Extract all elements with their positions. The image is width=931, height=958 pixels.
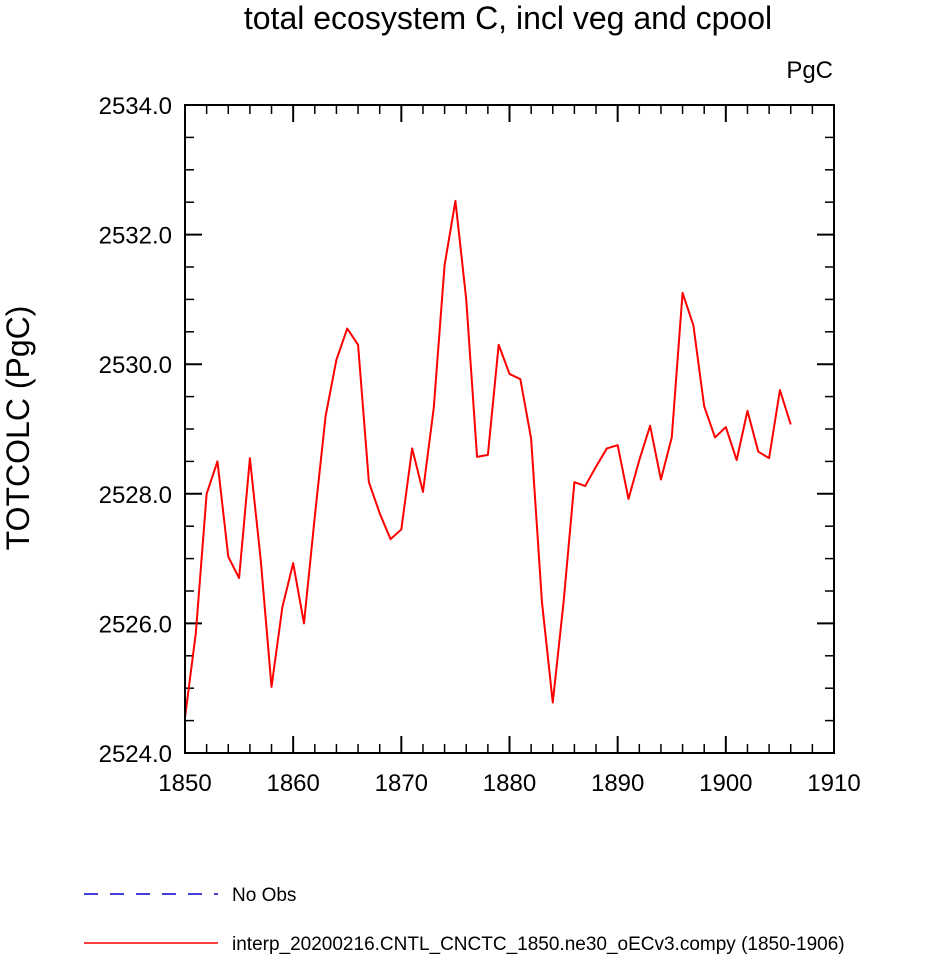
units-label: PgC: [786, 57, 833, 84]
legend-label: interp_20200216.CNTL_CNCTC_1850.ne30_oEC…: [232, 934, 845, 955]
y-tick-label: 2524.0: [99, 741, 172, 768]
y-tick-label: 2532.0: [99, 223, 172, 250]
x-tick-label: 1880: [483, 770, 536, 797]
legend-label: No Obs: [232, 885, 296, 906]
y-tick-label: 2528.0: [99, 482, 172, 509]
x-tick-label: 1850: [158, 770, 211, 797]
legend: No Obs interp_20200216.CNTL_CNCTC_1850.ne…: [84, 885, 845, 955]
axis-ticks: [184, 104, 835, 754]
y-tick-label: 2534.0: [99, 93, 172, 120]
plot-frame: [184, 104, 835, 754]
y-tick-label: 2526.0: [99, 611, 172, 638]
y-tick-label: 2530.0: [99, 352, 172, 379]
x-tick-label: 1900: [699, 770, 752, 797]
data-series: [184, 199, 792, 718]
y-axis-label: TOTCOLC (PgC): [0, 306, 36, 551]
x-tick-label: 1870: [375, 770, 428, 797]
axis-tick-labels: 1850 1860 1870 1880 1890 1900 1910 2524.0 2526.0…: [99, 93, 861, 797]
x-tick-label: 1890: [591, 770, 644, 797]
x-tick-label: 1860: [266, 770, 319, 797]
chart-title: total ecosystem C, incl veg and cpool: [244, 0, 772, 36]
series-line: [184, 199, 792, 718]
x-tick-label: 1910: [807, 770, 860, 797]
